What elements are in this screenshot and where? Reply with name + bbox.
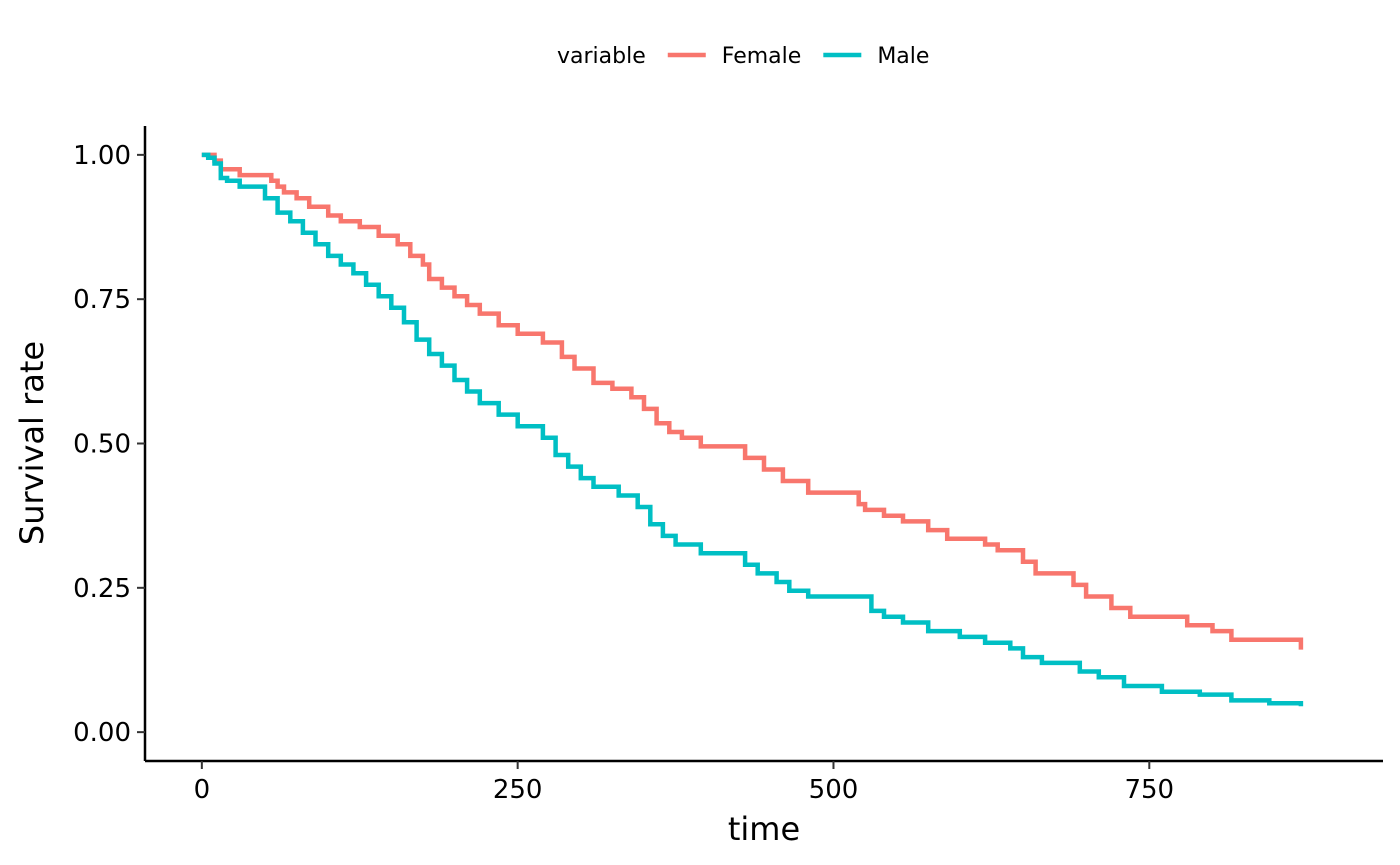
x-tick-label: 0 [194,775,211,805]
x-axis-title: time [728,810,800,848]
x-tick-label: 500 [809,775,859,805]
legend-title: variable [557,44,646,69]
y-tick-label: 0.75 [73,285,131,315]
x-tick-label: 750 [1124,775,1174,805]
legend-label-female: Female [722,44,802,69]
y-ticks: 0.00 0.25 0.50 0.75 1.00 [73,141,145,748]
legend-label-male: Male [877,44,929,69]
y-tick-label: 0.25 [73,574,131,604]
y-tick-label: 0.50 [73,430,131,460]
y-axis-title: Survival rate [13,341,51,545]
x-tick-label: 250 [493,775,543,805]
y-tick-label: 0.00 [73,718,131,748]
series-layer [201,152,1304,707]
legend: variable Female Male [557,44,929,69]
y-tick-label: 1.00 [73,141,131,171]
x-ticks: 0 250 500 750 [194,761,1174,805]
series-line-female [201,152,1304,650]
series-line-male [201,152,1304,707]
